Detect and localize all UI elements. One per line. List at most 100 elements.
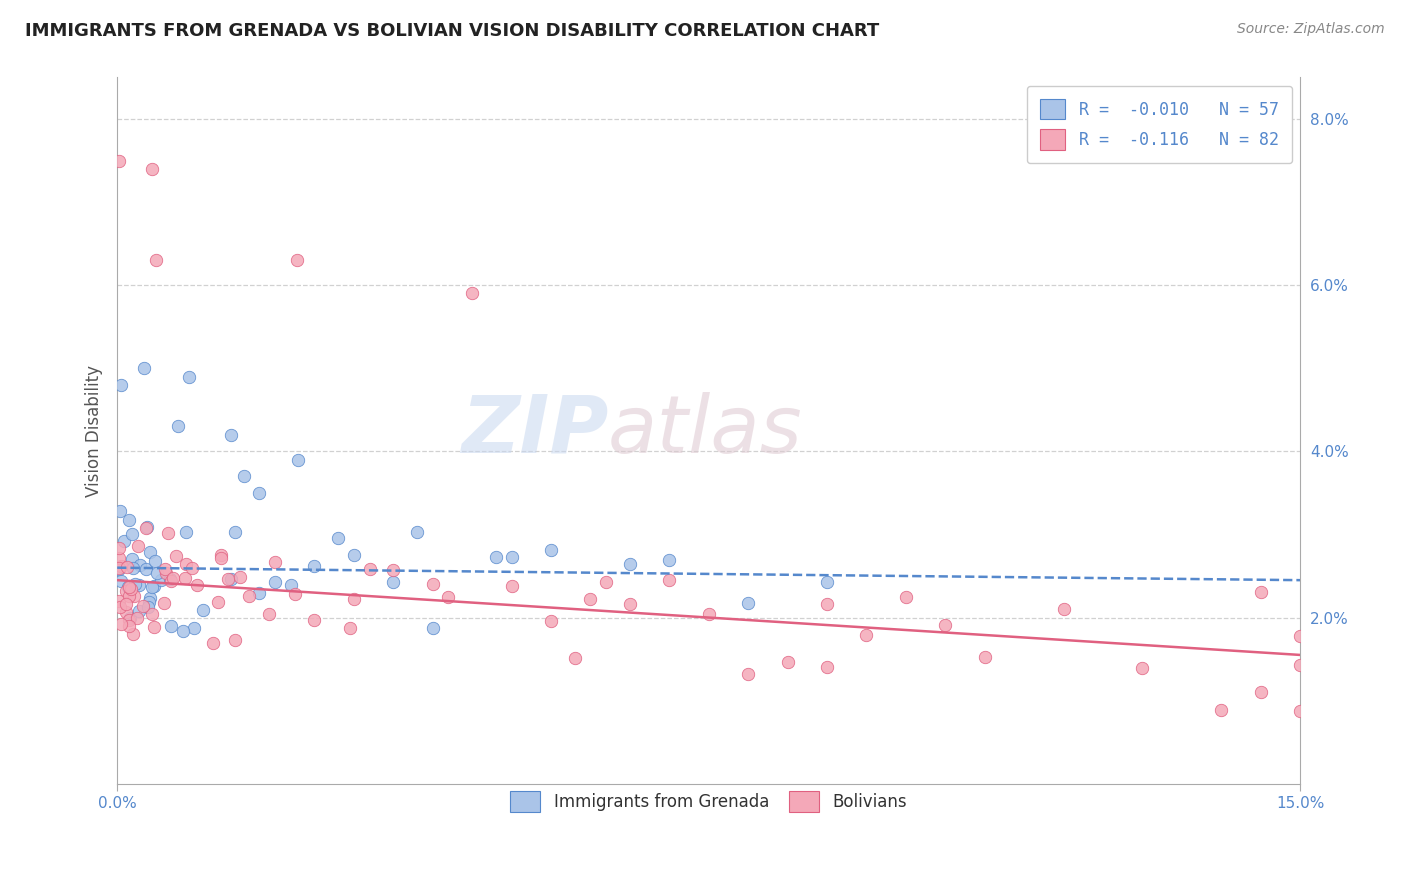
Point [264,555,287,569]
Point [160,618,183,632]
Point [894,590,917,604]
Point [238,590,260,604]
Point [122,590,145,604]
Point [118,613,141,627]
Point [658,553,681,567]
Point [619,557,641,571]
Point [118,580,141,594]
Point [186,578,208,592]
Point [135,562,157,576]
Point [193,603,215,617]
Point [128,604,150,618]
Point [934,617,956,632]
Point [118,611,141,625]
Point [287,452,309,467]
Point [142,620,165,634]
Point [112,534,135,549]
Point [232,469,254,483]
Point [343,548,366,562]
Point [108,600,131,615]
Point [155,566,177,580]
Point [141,580,163,594]
Point [121,527,143,541]
Point [855,628,877,642]
Point [1132,661,1154,675]
Point [136,519,159,533]
Point [280,578,302,592]
Point [124,577,146,591]
Point [1052,601,1074,615]
Point [134,521,156,535]
Point [115,584,138,599]
Point [117,560,139,574]
Point [139,544,162,558]
Point [209,548,232,562]
Point [127,610,149,624]
Point [219,427,242,442]
Point [107,562,129,576]
Point [461,286,484,301]
Point [343,591,366,606]
Y-axis label: Vision Disability: Vision Disability [86,365,103,497]
Point [159,572,181,586]
Legend: Immigrants from Grenada, Bolivians: Immigrants from Grenada, Bolivians [498,778,921,825]
Point [485,549,508,564]
Point [117,619,139,633]
Point [422,576,444,591]
Point [359,562,381,576]
Point [110,617,132,632]
Point [264,575,287,590]
Point [224,632,246,647]
Point [167,419,190,434]
Point [284,587,307,601]
Point [304,559,326,574]
Point [224,525,246,540]
Point [658,573,681,587]
Point [219,572,242,586]
Point [122,627,145,641]
Point [181,561,204,575]
Point [145,253,167,268]
Point [202,636,225,650]
Point [120,582,142,597]
Point [382,574,405,589]
Point [406,524,429,539]
Point [115,605,138,619]
Point [285,253,308,268]
Point [257,607,280,621]
Point [121,552,143,566]
Point [217,572,239,586]
Point [247,586,270,600]
Point [304,613,326,627]
Point [564,651,586,665]
Point [108,594,131,608]
Point [339,620,361,634]
Point [110,377,132,392]
Point [437,590,460,604]
Point [776,656,799,670]
Point [110,503,132,517]
Point [153,596,176,610]
Point [139,591,162,605]
Point [183,622,205,636]
Point [141,607,163,621]
Point [815,660,838,674]
Point [697,607,720,622]
Point [737,596,759,610]
Point [107,541,129,555]
Point [107,561,129,575]
Point [422,621,444,635]
Point [579,591,602,606]
Point [247,486,270,500]
Point [1289,704,1312,718]
Point [1250,585,1272,599]
Text: ZIP: ZIP [461,392,609,469]
Point [122,561,145,575]
Point [174,558,197,572]
Point [501,549,523,564]
Point [1289,658,1312,673]
Point [149,573,172,587]
Point [174,571,197,585]
Point [107,153,129,168]
Point [595,574,617,589]
